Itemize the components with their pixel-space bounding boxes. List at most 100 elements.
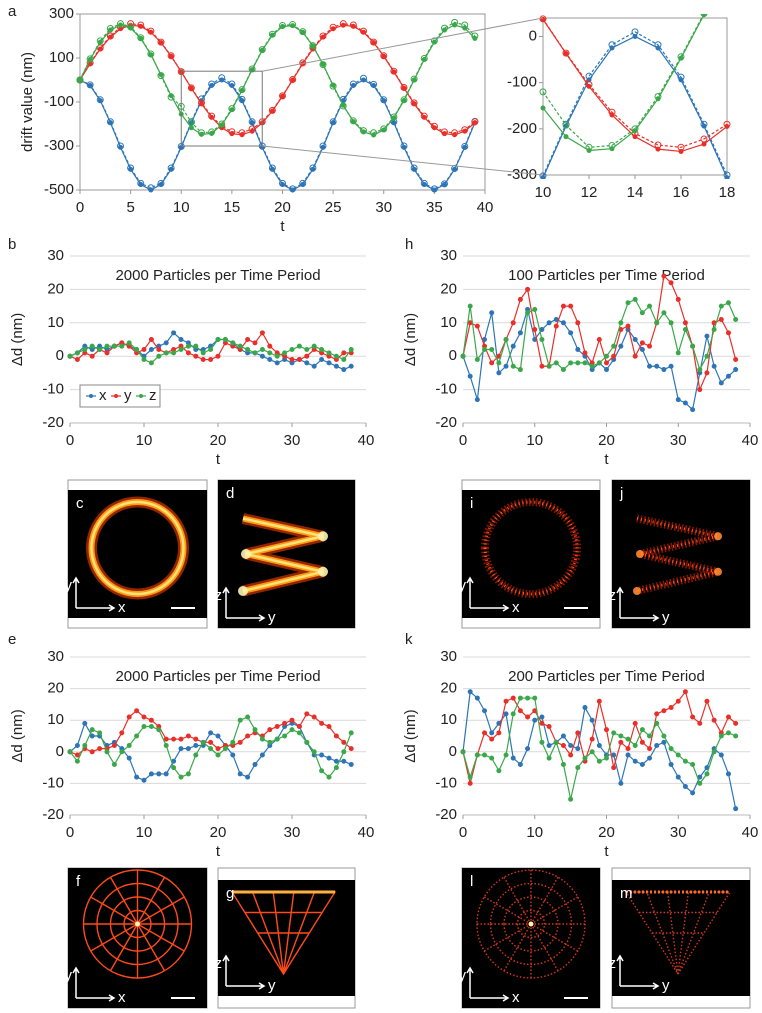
data-point xyxy=(503,698,509,704)
data-point xyxy=(252,727,258,733)
legend-label: x xyxy=(99,387,107,404)
x-tick-label: 30 xyxy=(284,824,301,841)
data-point xyxy=(141,357,147,363)
bright-spot xyxy=(714,567,722,576)
data-point xyxy=(661,310,667,316)
data-point xyxy=(647,363,653,369)
axis-name: x xyxy=(118,599,126,616)
data-point xyxy=(126,742,132,748)
data-point xyxy=(126,340,132,346)
panel-label: m xyxy=(620,885,633,902)
series-line xyxy=(542,18,728,148)
data-point xyxy=(704,370,710,376)
x-tick-label: 0 xyxy=(66,432,74,449)
data-point xyxy=(279,92,286,100)
data-point xyxy=(259,347,265,353)
y-tick-label: 20 xyxy=(440,280,457,297)
series-line xyxy=(542,14,705,148)
data-point xyxy=(319,347,325,353)
data-point xyxy=(267,727,273,733)
data-point xyxy=(654,320,660,326)
data-point xyxy=(259,736,265,742)
data-point xyxy=(525,286,531,292)
data-point xyxy=(299,28,307,36)
data-point xyxy=(604,755,609,761)
x-tick-label: 10 xyxy=(136,824,153,841)
data-point xyxy=(208,128,216,136)
data-point xyxy=(193,343,199,349)
data-point xyxy=(380,96,388,104)
data-point xyxy=(74,742,80,748)
data-point xyxy=(163,340,169,346)
data-point xyxy=(319,768,325,774)
data-point xyxy=(539,326,545,332)
data-point xyxy=(163,736,169,742)
data-point xyxy=(326,360,332,366)
data-point xyxy=(171,330,177,336)
data-point xyxy=(532,695,538,701)
data-point xyxy=(304,360,310,366)
axis-name: x xyxy=(512,989,520,1006)
axis-name: x xyxy=(512,599,520,616)
axis-name: y xyxy=(459,577,467,594)
data-point xyxy=(489,736,495,742)
data-point xyxy=(360,127,367,135)
data-point xyxy=(185,771,191,777)
data-point xyxy=(668,746,674,752)
data-point xyxy=(268,30,276,38)
x-tick-label: 30 xyxy=(670,824,687,841)
series-group xyxy=(460,273,739,413)
data-point xyxy=(279,21,286,29)
data-point xyxy=(117,142,124,150)
data-point xyxy=(503,363,509,369)
data-point xyxy=(611,353,617,359)
data-point xyxy=(349,21,357,29)
data-point xyxy=(647,755,653,761)
data-point xyxy=(553,323,559,329)
data-point xyxy=(618,320,624,326)
data-point xyxy=(690,761,696,767)
data-point xyxy=(517,708,523,714)
data-point xyxy=(127,164,135,172)
axis-name: z xyxy=(215,587,223,604)
data-point xyxy=(697,367,703,373)
data-point xyxy=(654,41,662,49)
data-point xyxy=(560,742,566,748)
emission xyxy=(646,891,679,975)
data-point xyxy=(661,739,667,745)
data-point xyxy=(171,765,177,771)
axis-name: y xyxy=(268,977,276,994)
data-point xyxy=(82,720,88,726)
data-point xyxy=(430,185,438,193)
data-point xyxy=(215,337,221,342)
data-point xyxy=(647,733,653,739)
data-point xyxy=(228,80,236,88)
panel-label: e xyxy=(8,631,16,648)
data-point xyxy=(585,72,593,80)
x-tick-label: 40 xyxy=(477,199,494,216)
image xyxy=(462,490,600,618)
series-group xyxy=(539,14,731,179)
y-axis-label: Δd (nm) xyxy=(402,709,419,762)
data-point xyxy=(208,80,216,88)
image-panel: y x l xyxy=(459,867,601,1009)
data-point xyxy=(67,353,73,359)
data-point xyxy=(185,746,191,752)
data-point xyxy=(400,96,408,104)
data-point xyxy=(503,337,509,342)
data-point xyxy=(682,320,688,326)
data-point xyxy=(319,357,325,363)
legend-marker xyxy=(89,394,93,398)
data-point xyxy=(141,714,147,720)
data-point xyxy=(74,350,80,356)
axis-name: y xyxy=(662,977,670,994)
data-point xyxy=(333,733,339,739)
data-point xyxy=(299,179,307,187)
data-point xyxy=(326,755,332,761)
x-tick-label: 10 xyxy=(526,432,543,449)
panel-label: g xyxy=(226,885,234,902)
data-point xyxy=(208,746,214,752)
data-point xyxy=(126,755,132,761)
y-tick-label: 10 xyxy=(440,711,457,728)
data-point xyxy=(632,296,638,302)
